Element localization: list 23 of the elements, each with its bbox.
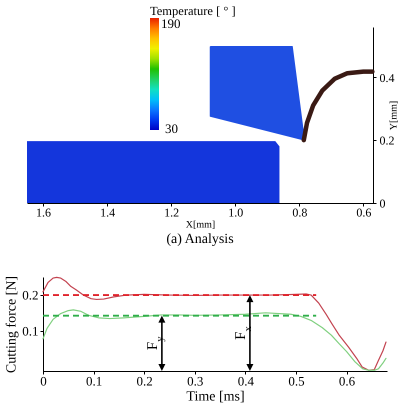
y-tick-label: 0.2: [380, 134, 394, 148]
x-tick-label: 0.3: [187, 374, 204, 388]
x-tick-label: 0.8: [292, 206, 308, 220]
y-tick-label: 0: [380, 196, 386, 210]
line-series: [302, 69, 375, 142]
x-tick-label: 1.2: [164, 206, 180, 220]
y-tick-label: 0.4: [380, 70, 394, 85]
x-tick-label: 1.6: [36, 206, 52, 220]
x-tick-label: 0.6: [356, 206, 372, 220]
x-axis-title: Time [ms]: [186, 390, 245, 404]
x-tick-label: 0.1: [86, 374, 102, 388]
y-axis-title: Y[mm]: [388, 100, 400, 130]
x-tick-label: 0.5: [288, 374, 305, 388]
x-axis-title: X[mm]: [186, 220, 216, 230]
x-tick-label: 0.6: [338, 374, 356, 388]
x-tick-label: 0.4: [238, 374, 254, 388]
x-tick-label: 0.2: [136, 374, 153, 388]
color-bar-title: Temperature [ ° ]: [150, 4, 236, 18]
text: (a) Analysis: [166, 232, 234, 247]
x-tick-label: 1.0: [228, 206, 244, 220]
y-axis-title: Cutting force [N]: [4, 276, 20, 374]
x-tick-label: 1.4: [100, 206, 116, 220]
annotation: 30: [165, 121, 178, 136]
